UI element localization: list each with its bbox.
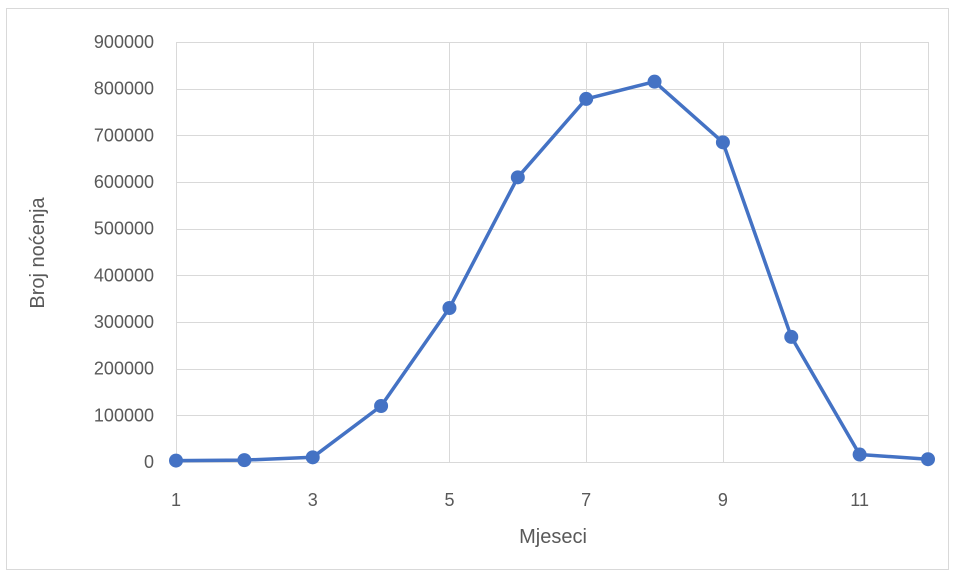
x-tick-label: 7 (581, 490, 591, 510)
data-point (579, 91, 594, 106)
chart-frame (6, 8, 949, 570)
y-tick-label: 500000 (94, 219, 154, 239)
data-point (305, 450, 320, 465)
y-tick-label: 400000 (94, 265, 154, 285)
data-point (784, 329, 799, 344)
y-tick-label: 800000 (94, 79, 154, 99)
y-tick-label: 700000 (94, 125, 154, 145)
x-tick-label: 11 (850, 490, 869, 510)
y-tick-label: 0 (144, 452, 154, 472)
data-point (374, 399, 389, 413)
data-point (237, 453, 252, 468)
series-line (174, 79, 930, 463)
data-point (510, 170, 525, 185)
y-tick-label: 900000 (94, 32, 154, 52)
y-tick-label: 100000 (94, 405, 154, 425)
data-series (169, 74, 935, 468)
x-axis-title: Mjeseci (519, 526, 587, 548)
data-point (442, 301, 457, 315)
axis-tick-labels: 0 100000 200000 300000 400000 500000 600000 700… (94, 32, 869, 510)
data-point (169, 453, 183, 468)
y-axis-title: Broj noćenja (27, 197, 49, 309)
data-point (647, 74, 662, 89)
gridlines (176, 42, 929, 463)
x-tick-label: 9 (718, 490, 728, 510)
data-point (715, 135, 730, 150)
y-tick-label: 200000 (94, 359, 154, 379)
y-tick-label: 300000 (94, 312, 154, 332)
data-point (921, 452, 935, 467)
x-tick-label: 1 (171, 490, 181, 510)
y-tick-label: 600000 (94, 172, 154, 192)
data-point (852, 447, 867, 462)
x-tick-label: 5 (444, 490, 454, 510)
x-tick-label: 3 (308, 490, 318, 510)
